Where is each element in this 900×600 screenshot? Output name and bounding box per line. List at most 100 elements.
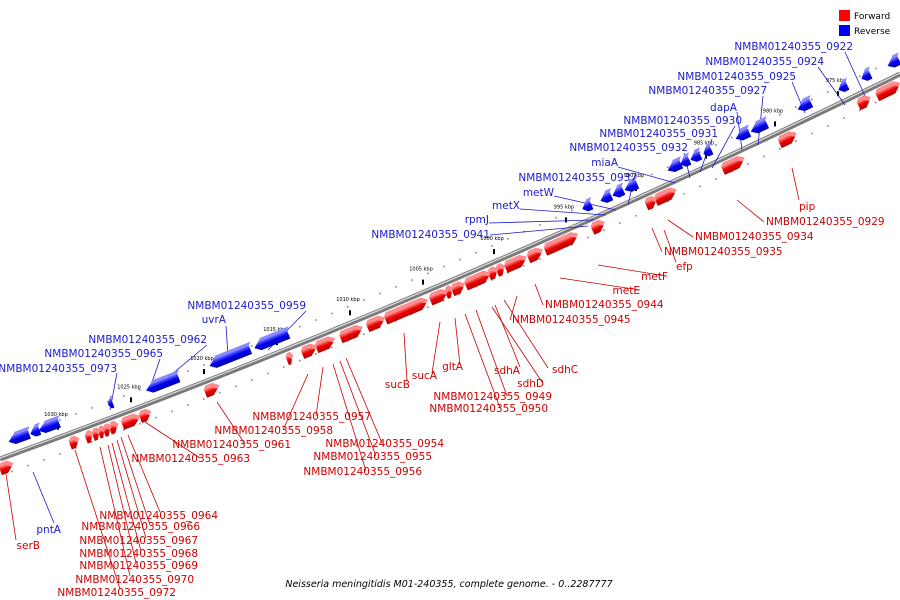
feature-top-face	[383, 297, 428, 317]
gene-label-nmbm01240355-0941: NMBM01240355_0941	[371, 229, 490, 241]
legend-forward-swatch	[839, 10, 850, 21]
feature-top-face	[0, 460, 14, 467]
major-tick	[203, 369, 205, 375]
feature-body	[84, 433, 92, 444]
major-tick	[422, 279, 424, 285]
reverse-feature	[797, 95, 814, 112]
minor-tick-dot	[363, 299, 365, 302]
reverse-feature	[680, 152, 692, 167]
minor-tick-dot	[843, 117, 845, 119]
minor-tick-dot	[811, 132, 813, 135]
reverse-feature	[254, 326, 291, 351]
minor-tick-dot	[875, 101, 877, 104]
major-tick	[565, 217, 567, 223]
leader-nmbm01240355-0930	[711, 125, 736, 169]
reverse-feature	[209, 341, 253, 368]
gene-label-nmbm01240355-0958: NMBM01240355_0958	[214, 425, 333, 437]
minor-tick-dot	[251, 345, 253, 347]
forward-feature	[654, 187, 677, 206]
minor-tick-dot	[315, 319, 317, 321]
tick-label: 1005 kbp	[409, 267, 433, 273]
minor-tick-dot	[331, 346, 333, 349]
gene-label-nmbm01240355-0973: NMBM01240355_0973	[0, 363, 117, 375]
tick-label: 990 kbp	[624, 173, 644, 179]
minor-tick-dot	[731, 136, 733, 139]
minor-tick-dot	[347, 306, 349, 308]
minor-tick-dot	[875, 67, 877, 70]
minor-tick-dot	[427, 272, 429, 275]
minor-tick-dot	[523, 265, 525, 267]
minor-tick-dot	[123, 395, 125, 397]
forward-feature	[0, 460, 14, 476]
leader-nmbm01240355-0955	[339, 360, 377, 457]
minor-tick-dot	[827, 125, 829, 127]
feature-body	[254, 330, 291, 351]
minor-tick-dot	[235, 385, 237, 388]
reverse-feature	[750, 116, 770, 134]
feature-body	[428, 292, 447, 306]
gene-label-rpmj: rpmJ	[465, 214, 489, 226]
tick-label: 1025 kbp	[117, 384, 141, 390]
minor-tick-dot	[779, 147, 781, 150]
reverse-feature	[582, 196, 594, 212]
leader-nmbm01240355-0961	[216, 401, 246, 445]
leader-sucb	[403, 332, 408, 382]
feature-body	[721, 159, 743, 175]
feature-body	[856, 99, 870, 111]
gene-label-dapa: dapA	[710, 102, 738, 114]
feature-body	[735, 128, 752, 141]
feature-top-face	[777, 131, 797, 141]
reverse-feature	[38, 415, 61, 434]
gene-label-mete: metE	[613, 285, 640, 297]
minor-tick-dot	[267, 372, 269, 375]
reverse-feature	[667, 156, 684, 173]
leader-nmbm01240355-0968	[111, 442, 142, 552]
gene-label-nmbm01240355-0945: NMBM01240355_0945	[512, 314, 631, 326]
feature-top-face	[450, 281, 466, 288]
minor-tick-dot	[507, 238, 509, 240]
leader-rpmj	[488, 219, 595, 224]
feature-body	[875, 85, 899, 102]
minor-tick-dot	[459, 258, 461, 261]
feature-body	[450, 285, 464, 297]
feature-top-face	[365, 315, 385, 324]
feature-top-face	[68, 435, 80, 443]
minor-tick-dot	[603, 229, 605, 232]
feature-body	[300, 347, 316, 359]
gene-label-nmbm01240355-0963: NMBM01240355_0963	[131, 453, 250, 465]
minor-tick-dot	[59, 419, 61, 421]
gene-label-suca: sucA	[412, 370, 438, 382]
gene-label-nmbm01240355-0962: NMBM01240355_0962	[88, 334, 207, 346]
feature-top-face	[495, 263, 506, 270]
feature-body	[285, 355, 292, 366]
feature-body	[644, 199, 656, 211]
leader-nmbm01240355-0969	[107, 444, 137, 564]
minor-tick-dot	[203, 364, 205, 366]
minor-tick-dot	[155, 416, 157, 419]
feature-body	[543, 236, 577, 256]
leader-nmbm01240355-0963	[144, 421, 201, 459]
gene-label-nmbm01240355-0930: NMBM01240355_0930	[623, 115, 742, 127]
minor-tick-dot	[43, 458, 45, 461]
minor-tick-dot	[795, 140, 797, 142]
gene-label-nmbm01240355-0925: NMBM01240355_0925	[677, 71, 796, 83]
feature-top-face	[487, 266, 499, 273]
gene-label-glta: gltA	[442, 361, 464, 373]
feature-body	[8, 430, 31, 445]
feature-top-face	[300, 343, 318, 351]
gene-label-metx: metX	[492, 200, 520, 212]
leader-nmbm01240355-0929	[736, 199, 765, 223]
tick-label: 985 kbp	[694, 141, 714, 147]
minor-tick-dot	[491, 244, 493, 247]
minor-tick-dot	[763, 155, 765, 158]
forward-feature	[314, 336, 335, 354]
minor-tick-dot	[443, 265, 445, 268]
forward-feature	[464, 270, 491, 291]
minor-tick-dot	[91, 407, 93, 409]
reverse-feature	[887, 52, 900, 68]
feature-body	[600, 191, 614, 203]
legend: Forward Reverse	[839, 10, 891, 37]
leader-nmbm01240355-0924	[817, 66, 846, 106]
leader-nmbm01240355-0967	[116, 439, 147, 539]
tick-label: 975 kbp	[826, 78, 846, 84]
